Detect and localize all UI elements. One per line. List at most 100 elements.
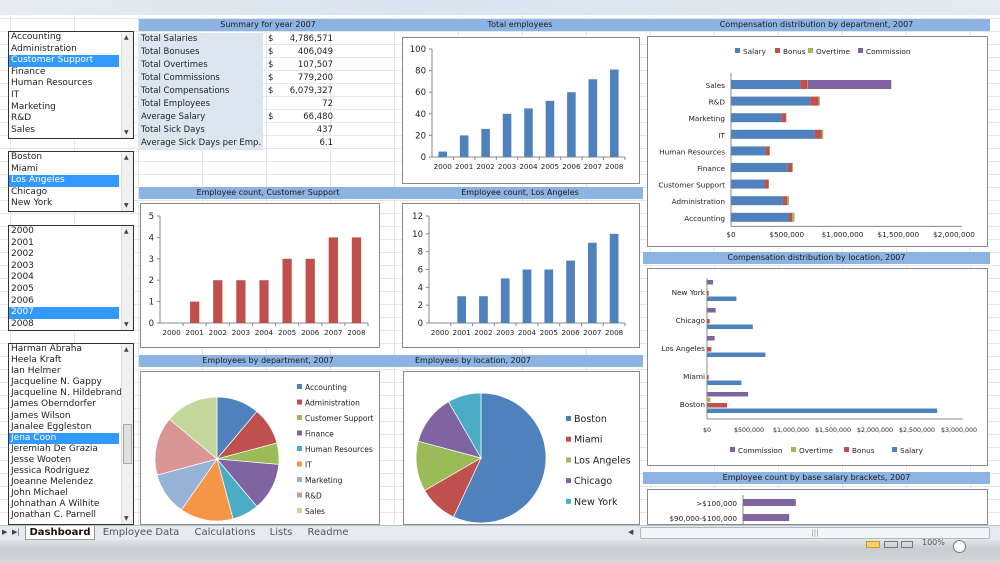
list-item[interactable]: 2002 bbox=[11, 249, 34, 260]
listbox-scrollbar[interactable]: ▲ ▼ bbox=[121, 32, 133, 138]
list-item[interactable]: Jesse Wooten bbox=[11, 454, 72, 465]
legend-swatch bbox=[297, 399, 302, 405]
list-item[interactable]: New York bbox=[11, 198, 53, 209]
bar bbox=[522, 269, 532, 323]
tab-lists[interactable]: Lists bbox=[269, 527, 293, 538]
tab-scroll-last-icon[interactable]: ▶| bbox=[12, 528, 20, 536]
page-break-view-icon[interactable] bbox=[901, 541, 913, 548]
bar-segment bbox=[781, 113, 787, 123]
list-item[interactable]: 2006 bbox=[11, 295, 34, 306]
tab-calculations[interactable]: Calculations bbox=[194, 527, 256, 538]
list-item[interactable]: Customer Support bbox=[9, 55, 119, 67]
list-item[interactable]: Finance bbox=[11, 66, 46, 77]
summary-label: Total Compensations bbox=[139, 85, 263, 98]
list-item[interactable]: IT bbox=[11, 89, 20, 100]
bar-segment bbox=[788, 212, 793, 222]
x-tick-label: $1,500,000 bbox=[877, 230, 919, 239]
bar-segment bbox=[731, 179, 765, 189]
scroll-down-icon[interactable]: ▼ bbox=[124, 321, 129, 328]
list-item[interactable]: Human Resources bbox=[11, 78, 93, 89]
comp-by-dept-chart[interactable]: Salary Bonus Overtime Commission Sales R&D Mar… bbox=[647, 36, 988, 247]
list-item[interactable]: Administration bbox=[11, 43, 77, 54]
scroll-up-icon[interactable]: ▲ bbox=[124, 346, 129, 353]
list-item[interactable]: Miami bbox=[11, 163, 39, 174]
listbox-scrollbar[interactable]: ▲ ▼ bbox=[121, 226, 133, 330]
legend-swatch bbox=[775, 48, 780, 53]
list-item[interactable]: John Michael bbox=[11, 488, 68, 499]
list-item[interactable]: James Oberndorfer bbox=[11, 399, 96, 410]
list-item[interactable]: James Wilson bbox=[11, 410, 71, 421]
list-item[interactable]: 2003 bbox=[11, 260, 34, 271]
employees-by-dept-pie[interactable]: Accounting Administration Customer Support… bbox=[140, 371, 380, 525]
scroll-up-icon[interactable]: ▲ bbox=[124, 228, 129, 235]
list-item[interactable]: Joeanne Melendez bbox=[11, 477, 94, 488]
employee-count-location-chart[interactable]: 0 2 4 6 8 10 12 2000 2001 2002 2003 2004 2005 2006 200… bbox=[402, 203, 640, 348]
list-item[interactable]: Los Angeles bbox=[9, 175, 119, 187]
bar bbox=[587, 242, 597, 323]
location-listbox[interactable]: Boston Miami Los Angeles Chicago New York ▲ ▼ bbox=[8, 151, 134, 212]
list-item[interactable]: Jonathan C. Parnell bbox=[11, 510, 97, 521]
tab-readme[interactable]: Readme bbox=[307, 527, 349, 538]
list-item[interactable]: Jena Coon bbox=[9, 432, 119, 444]
bar bbox=[259, 280, 269, 323]
tab-scroll-prev-icon[interactable]: ▶ bbox=[2, 528, 8, 536]
list-item[interactable]: Jeremiah De Grazia bbox=[11, 443, 98, 454]
normal-view-icon[interactable] bbox=[866, 541, 880, 548]
horizontal-scrollbar[interactable]: ||| bbox=[640, 527, 990, 539]
scroll-thumb[interactable] bbox=[123, 424, 132, 464]
employees-by-location-pie[interactable]: Boston Miami Los Angeles Chicago New York bbox=[403, 371, 640, 525]
list-item[interactable]: Sales bbox=[11, 124, 35, 135]
list-item[interactable]: Chicago bbox=[11, 186, 48, 197]
list-item[interactable]: Marketing bbox=[11, 101, 56, 112]
legend-swatch bbox=[297, 461, 302, 467]
list-item[interactable]: Jacqueline N. Gappy bbox=[11, 377, 102, 388]
list-item[interactable]: 2008 bbox=[11, 318, 34, 329]
list-item[interactable]: Accounting bbox=[11, 32, 62, 42]
list-item[interactable]: Jessica Rodriguez bbox=[11, 466, 90, 477]
list-item[interactable]: 2007 bbox=[9, 307, 119, 319]
scroll-left-icon[interactable]: ◀ bbox=[628, 528, 634, 536]
list-item[interactable]: Johnathan A Wilhite bbox=[11, 499, 100, 510]
list-item[interactable]: 2001 bbox=[11, 237, 34, 248]
list-item[interactable]: Janalee Eggleston bbox=[11, 421, 92, 432]
category-label: >$100,000 bbox=[696, 499, 737, 508]
scroll-down-icon[interactable]: ▼ bbox=[124, 515, 129, 522]
scroll-down-icon[interactable]: ▼ bbox=[124, 202, 129, 209]
list-item[interactable]: Ian Helmer bbox=[11, 366, 61, 377]
x-tick-label: 2000 bbox=[162, 328, 181, 337]
salary-brackets-chart[interactable]: >$100,000 $90,000-$100,000 bbox=[647, 489, 988, 525]
listbox-scrollbar[interactable]: ▲ ▼ bbox=[121, 152, 133, 211]
scroll-up-icon[interactable]: ▲ bbox=[124, 34, 129, 41]
list-item[interactable]: R&D bbox=[11, 113, 32, 124]
x-tick-label: 2004 bbox=[518, 328, 537, 337]
scroll-down-icon[interactable]: ▼ bbox=[124, 129, 129, 136]
y-tick-label: 10 bbox=[412, 230, 423, 240]
summary-value: 72 bbox=[322, 99, 333, 109]
list-item[interactable]: 2004 bbox=[11, 272, 34, 283]
employee-listbox[interactable]: Harman Abraha Heela Kraft Ian Helmer Jacque… bbox=[8, 343, 134, 525]
employee-count-dept-chart[interactable]: 0 1 2 3 4 5 2000 2001 2002 2003 2004 2005 2006 2007 20… bbox=[140, 203, 380, 348]
x-tick-label: 2001 bbox=[455, 162, 473, 171]
list-item[interactable]: Harman Abraha bbox=[11, 344, 82, 354]
scroll-up-icon[interactable]: ▲ bbox=[124, 154, 129, 161]
list-item[interactable]: Jacqueline N. Hildebrand bbox=[11, 388, 122, 399]
y-tick-label: 0 bbox=[418, 319, 423, 329]
list-item[interactable]: 2000 bbox=[11, 226, 34, 236]
page-layout-view-icon[interactable] bbox=[884, 541, 898, 548]
tab-dashboard[interactable]: Dashboard bbox=[25, 526, 95, 540]
comp-by-location-chart[interactable]: New York Chicago Los Angeles Miami Boston $0 $… bbox=[647, 268, 988, 466]
list-item[interactable]: Boston bbox=[11, 152, 43, 162]
total-employees-chart[interactable]: 0 20 40 60 80 100 2000 2001 2002 2003 2004 2005 2006… bbox=[402, 37, 640, 184]
department-listbox[interactable]: Accounting Administration Customer Support… bbox=[8, 31, 134, 139]
x-tick-label: 2008 bbox=[605, 162, 624, 171]
zoom-slider-handle[interactable] bbox=[953, 540, 966, 553]
status-bar: 100% bbox=[0, 538, 1000, 563]
list-item[interactable]: 2005 bbox=[11, 283, 34, 294]
bar-segment bbox=[764, 179, 769, 189]
tab-employee-data[interactable]: Employee Data bbox=[102, 527, 180, 538]
emp-loc-header: Employees by location, 2007 bbox=[397, 355, 643, 367]
bar bbox=[438, 151, 448, 157]
listbox-scrollbar[interactable]: ▲ ▼ bbox=[121, 344, 133, 524]
list-item[interactable]: Heela Kraft bbox=[11, 355, 62, 366]
year-listbox[interactable]: 2000 2001 2002 2003 2004 2005 2006 2007 2008 ▲ ▼ bbox=[8, 225, 134, 331]
